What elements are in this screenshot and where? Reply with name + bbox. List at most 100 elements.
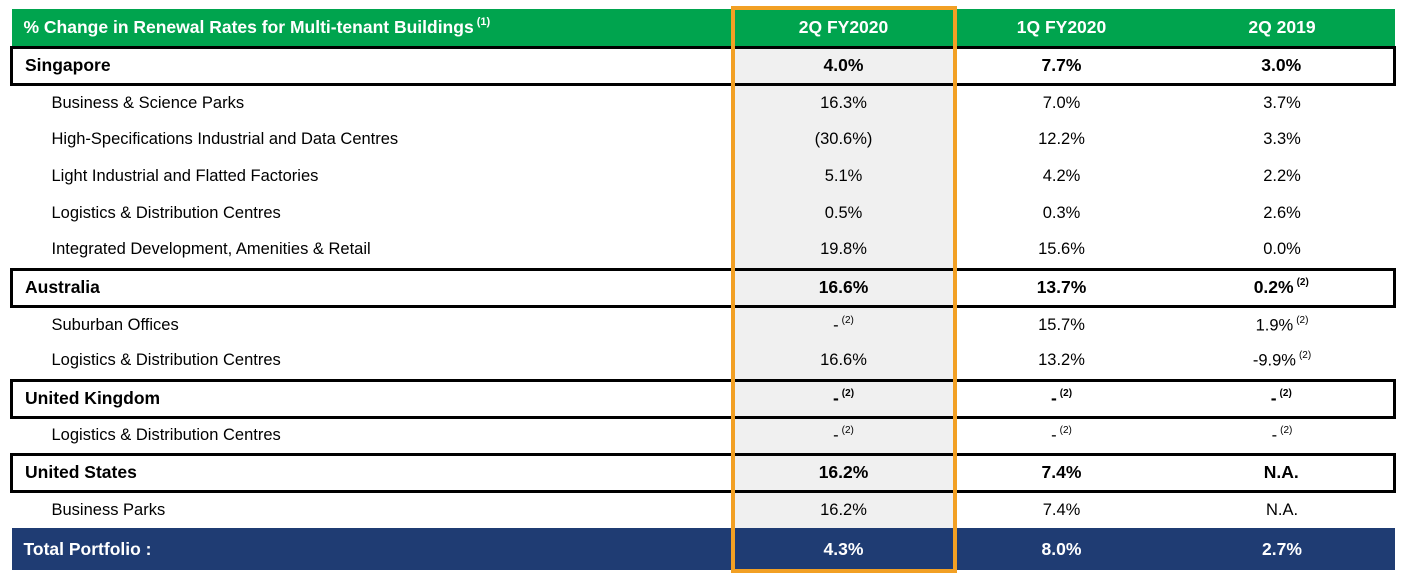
value-text: 16.3% bbox=[820, 93, 867, 112]
segment-row: Integrated Development, Amenities & Reta… bbox=[12, 232, 1395, 269]
value-cell: - (2) bbox=[1170, 417, 1395, 454]
section-row: United States 16.2% 7.4% N.A. bbox=[10, 452, 1396, 493]
value-text: 3.0% bbox=[1261, 55, 1302, 75]
value-cell: 15.7% bbox=[954, 306, 1170, 343]
column-header-1q-fy2020: 1Q FY2020 bbox=[953, 9, 1170, 47]
value-cell: 7.4% bbox=[954, 491, 1170, 528]
row-label: High-Specifications Industrial and Data … bbox=[51, 130, 399, 148]
footnote-1-ref: (1) bbox=[476, 15, 491, 28]
column-header-2q-2019: 2Q 2019 bbox=[1169, 9, 1395, 47]
value-cell: 13.2% bbox=[954, 343, 1170, 380]
table-header: % Change in Renewal Rates for Multi-tena… bbox=[11, 9, 1395, 47]
value-cell: 16.3% bbox=[733, 84, 954, 121]
value-text: -9.9% bbox=[1252, 351, 1296, 370]
row-label: Business Parks bbox=[51, 500, 166, 519]
value-cell: 15.6% bbox=[954, 232, 1170, 269]
value-text: - bbox=[1050, 388, 1057, 408]
value-cell: 16.2% bbox=[733, 491, 954, 528]
value-text: 16.6% bbox=[820, 351, 867, 370]
segment-row: Business & Science Parks 16.3% 7.0% 3.7% bbox=[12, 84, 1395, 121]
value-text: 3.7% bbox=[1263, 93, 1301, 112]
value-cell: 3.7% bbox=[1170, 84, 1395, 121]
value-cell: -9.9% (2) bbox=[1170, 343, 1395, 380]
footnote-2-ref: (2) bbox=[1280, 424, 1293, 436]
row-label: Business & Science Parks bbox=[51, 93, 245, 112]
footnote-2-ref: (2) bbox=[1279, 388, 1292, 400]
value-cell: 0.2% (2) bbox=[1169, 267, 1396, 308]
row-label: Logistics & Distribution Centres bbox=[51, 426, 281, 444]
footnote-2-ref: (2) bbox=[1059, 424, 1072, 436]
total-value-2q-fy2020: 4.3% bbox=[733, 528, 954, 570]
value-text: N.A. bbox=[1265, 500, 1299, 519]
segment-row: Light Industrial and Flatted Factories 5.… bbox=[12, 158, 1395, 195]
row-label: United States bbox=[10, 452, 734, 493]
value-cell: 13.7% bbox=[953, 267, 1170, 308]
value-text: N.A. bbox=[1263, 462, 1299, 482]
footnote-2-ref: (2) bbox=[841, 388, 855, 400]
value-text: 15.6% bbox=[1038, 240, 1085, 259]
value-cell: 16.6% bbox=[733, 343, 954, 380]
segment-row: Suburban Offices - (2) 15.7% 1.9% (2) bbox=[12, 306, 1395, 343]
value-cell: 0.3% bbox=[954, 195, 1170, 232]
value-cell: 2.6% bbox=[1170, 195, 1395, 232]
table-body: Singapore 4.0% 7.7% 3.0% Business & Science … bbox=[10, 45, 1396, 528]
total-portfolio-row: Total Portfolio : 4.3% 8.0% 2.7% bbox=[11, 528, 1395, 570]
segment-row: High-Specifications Industrial and Data … bbox=[12, 121, 1395, 158]
value-cell: - (2) bbox=[733, 417, 954, 454]
value-cell: 19.8% bbox=[733, 232, 954, 269]
value-text: 0.3% bbox=[1042, 204, 1081, 222]
value-cell: 16.6% bbox=[733, 267, 954, 308]
value-text: 4.0% bbox=[823, 55, 864, 75]
value-cell: 16.2% bbox=[733, 452, 954, 493]
segment-row: Logistics & Distribution Centres - (2) - (2)… bbox=[12, 417, 1395, 454]
value-text: 2.6% bbox=[1263, 204, 1301, 222]
value-text: - bbox=[1270, 388, 1277, 408]
value-cell: 2.2% bbox=[1170, 158, 1395, 195]
value-text: 4.2% bbox=[1042, 167, 1081, 185]
value-text: 16.2% bbox=[818, 462, 869, 482]
row-label: Logistics & Distribution Centres bbox=[51, 351, 281, 370]
table-title-text: % Change in Renewal Rates for Multi-tena… bbox=[23, 16, 474, 37]
value-text: 0.2% bbox=[1253, 277, 1294, 297]
row-label: Light Industrial and Flatted Factories bbox=[51, 167, 319, 185]
section-row: United Kingdom - (2) - (2) - (2) bbox=[10, 378, 1396, 419]
value-text: 5.1% bbox=[824, 167, 863, 185]
value-text: 1.9% bbox=[1255, 316, 1294, 334]
value-text: 7.0% bbox=[1042, 93, 1081, 112]
value-cell: 7.0% bbox=[954, 84, 1170, 121]
total-value-2q-2019: 2.7% bbox=[1169, 528, 1395, 570]
segment-row: Business Parks 16.2% 7.4% N.A. bbox=[12, 491, 1395, 528]
value-text: (30.6%) bbox=[814, 130, 873, 148]
value-cell: N.A. bbox=[1170, 491, 1395, 528]
segment-row: Logistics & Distribution Centres 0.5% 0.3%… bbox=[12, 195, 1395, 232]
value-cell: 7.4% bbox=[953, 452, 1170, 493]
value-cell: 3.3% bbox=[1170, 121, 1395, 158]
footnote-2-ref: (2) bbox=[1296, 314, 1309, 326]
value-cell: 12.2% bbox=[954, 121, 1170, 158]
value-cell: 4.2% bbox=[954, 158, 1170, 195]
footnote-2-ref: (2) bbox=[841, 314, 854, 326]
value-cell: (30.6%) bbox=[733, 121, 954, 158]
value-cell: 4.0% bbox=[733, 45, 954, 86]
header-row: % Change in Renewal Rates for Multi-tena… bbox=[11, 9, 1395, 47]
value-cell: N.A. bbox=[1169, 452, 1396, 493]
value-cell: - (2) bbox=[954, 417, 1170, 454]
value-cell: 3.0% bbox=[1169, 45, 1396, 86]
value-text: 0.0% bbox=[1263, 240, 1301, 259]
footnote-2-ref: (2) bbox=[1296, 277, 1309, 289]
value-text: - bbox=[833, 316, 839, 334]
row-label: Australia bbox=[10, 267, 734, 308]
row-label: Singapore bbox=[10, 45, 734, 86]
value-text: 0.5% bbox=[824, 204, 863, 222]
row-label: Integrated Development, Amenities & Reta… bbox=[51, 240, 371, 259]
value-text: 19.8% bbox=[820, 240, 867, 259]
value-text: 7.4% bbox=[1042, 500, 1081, 519]
value-cell: - (2) bbox=[1169, 378, 1396, 419]
value-cell: - (2) bbox=[953, 378, 1170, 419]
value-text: 3.3% bbox=[1263, 130, 1301, 148]
value-text: 13.2% bbox=[1038, 351, 1085, 370]
table-footer: Total Portfolio : 4.3% 8.0% 2.7% bbox=[11, 528, 1395, 570]
value-text: - bbox=[1271, 426, 1278, 445]
footnote-2-ref: (2) bbox=[841, 424, 854, 436]
row-label: Logistics & Distribution Centres bbox=[51, 204, 281, 222]
